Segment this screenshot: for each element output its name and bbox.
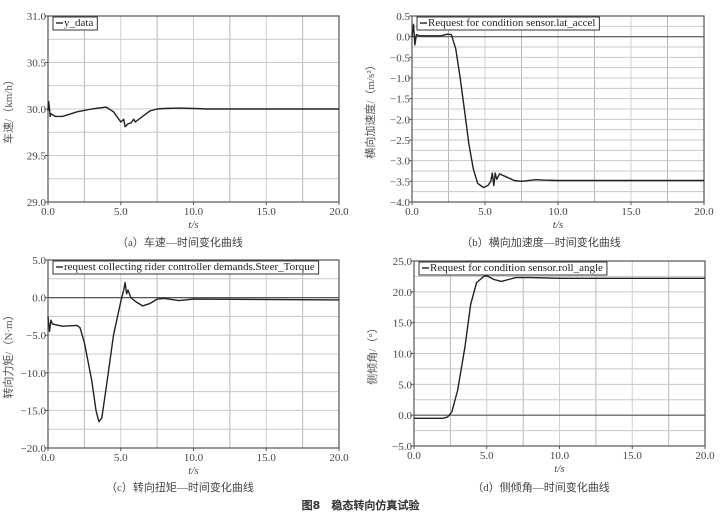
y-tick-label: 0.0 [398, 410, 412, 422]
x-tick-label: 20.0 [329, 452, 349, 464]
y-tick-label: 10.0 [393, 349, 413, 361]
x-tick-label: 20.0 [694, 206, 714, 218]
x-tick-label: 15.0 [623, 450, 643, 462]
x-axis-label: t/s [553, 219, 563, 231]
legend: Request for condition sensor.roll_angle [419, 262, 607, 275]
x-tick-label: 5.0 [480, 450, 494, 462]
y-tick-label: 20.0 [393, 287, 413, 299]
legend-label: Request for condition sensor.lat_accel [428, 17, 595, 29]
legend-label: Request for condition sensor.roll_angle [430, 262, 603, 274]
legend: request collecting rider controller dema… [53, 261, 319, 274]
figure-title: 图8 稳态转向仿真试验 [0, 497, 721, 513]
y-tick-label: −1.0 [390, 73, 410, 85]
x-tick-label: 20.0 [329, 206, 349, 218]
y-tick-label: 25.0 [393, 256, 413, 268]
caption-b: （b）横向加速度—时间变化曲线 [361, 234, 721, 250]
caption-c: （c）转向扭矩—时间变化曲线 [0, 479, 360, 495]
y-axis-label: 车速/（km/h） [1, 74, 15, 144]
x-tick-label: 5.0 [114, 206, 128, 218]
x-axis-label: t/s [188, 465, 198, 477]
legend: Request for condition sensor.lat_accel [417, 17, 599, 30]
y-tick-label: 0.0 [32, 293, 46, 305]
x-tick-label: 15.0 [257, 206, 277, 218]
y-axis-label: 转向力矩/（N·m） [1, 309, 15, 398]
x-tick-label: 15.0 [257, 452, 277, 464]
y-tick-label: 0.0 [396, 32, 410, 44]
y-tick-label: −20.0 [21, 443, 47, 455]
y-tick-label: −2.5 [390, 135, 410, 147]
y-tick-label: −3.0 [390, 156, 410, 168]
y-tick-label: 5.0 [398, 379, 412, 391]
y-tick-label: −10.0 [21, 368, 47, 380]
x-tick-label: 10.0 [184, 206, 204, 218]
x-tick-label: 10.0 [184, 452, 204, 464]
y-tick-label: 5.0 [32, 255, 46, 267]
caption-a: （a）车速—时间变化曲线 [0, 234, 360, 250]
y-tick-label: −0.5 [390, 52, 410, 64]
y-tick-label: 30.5 [27, 58, 47, 70]
y-tick-label: 0.5 [396, 11, 410, 23]
y-tick-label: −3.5 [390, 176, 410, 188]
y-tick-label: 31.0 [27, 11, 47, 23]
y-tick-label: −2.0 [390, 114, 410, 126]
y-tick-label: −1.5 [390, 94, 410, 106]
y-tick-label: −5.0 [26, 330, 46, 342]
y-tick-label: 29.0 [27, 197, 47, 209]
y-tick-label: 30.0 [27, 104, 47, 116]
x-tick-label: 20.0 [695, 450, 715, 462]
y-tick-label: −15.0 [21, 405, 47, 417]
y-axis-label: 横向加速度/（m/s²） [363, 59, 377, 158]
x-axis-label: t/s [188, 219, 198, 231]
y-axis-label: 侧倾角/（°） [366, 322, 379, 384]
x-axis-label: t/s [554, 463, 564, 475]
y-tick-label: −4.0 [390, 197, 410, 209]
y-tick-label: 15.0 [393, 318, 413, 330]
x-tick-label: 10.0 [548, 206, 568, 218]
x-tick-label: 5.0 [114, 452, 128, 464]
y-tick-label: −5.0 [392, 441, 412, 453]
x-tick-label: 15.0 [621, 206, 641, 218]
legend-label: y_data [64, 17, 93, 29]
legend: y_data [53, 17, 97, 30]
y-tick-label: 29.5 [27, 151, 47, 163]
caption-d: （d）侧倾角—时间变化曲线 [361, 479, 721, 495]
x-tick-label: 10.0 [550, 450, 570, 462]
chart-b: 0.0 5.0 10.0 15.0 20.0 −4.0 −3.5 −3.0 −2.5 −2.0 −1… [363, 11, 714, 231]
legend-label: request collecting rider controller dema… [64, 261, 315, 273]
x-tick-label: 5.0 [478, 206, 492, 218]
